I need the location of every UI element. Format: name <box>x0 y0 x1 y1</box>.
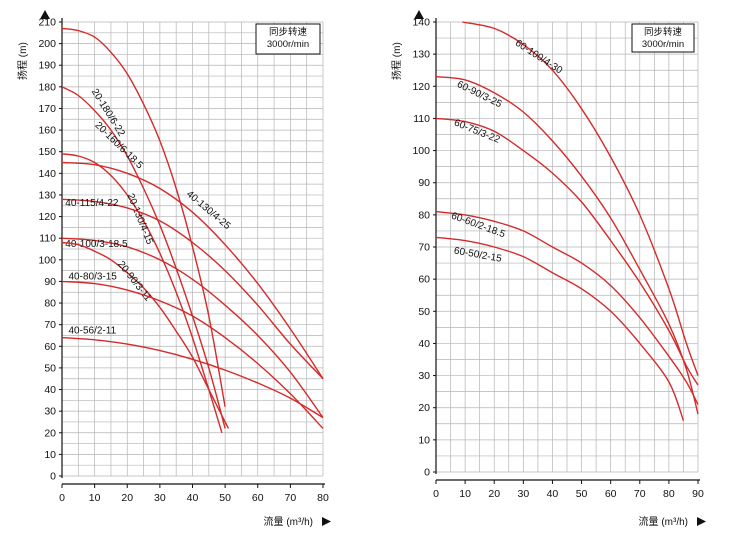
series-line <box>61 153 223 434</box>
y-tick-label: 140 <box>412 17 430 29</box>
y-tick-label: 30 <box>44 406 56 418</box>
legend-line: 同步转速 <box>644 26 683 38</box>
x-tick-label: 70 <box>634 488 646 500</box>
x-axis-title: 流量 (m³/h) <box>264 515 313 528</box>
y-tick-label: 170 <box>38 103 56 115</box>
y-tick-label: 40 <box>418 338 430 350</box>
y-tick-label: 70 <box>418 242 430 254</box>
y-tick-label: 80 <box>418 209 430 221</box>
y-axis-arrow-icon <box>414 10 424 19</box>
series-line <box>435 236 685 421</box>
y-tick-label: 200 <box>38 38 56 50</box>
y-tick-label: 130 <box>38 189 56 201</box>
series-line <box>61 280 324 429</box>
x-tick-label: 0 <box>433 488 439 500</box>
y-tick-label: 110 <box>39 233 56 245</box>
right-chart: 0 10 20 30 40 50 60 70 80 90 100 110 120 130 140 0 10 20 3… <box>390 10 706 528</box>
y-tick-label: 120 <box>38 211 56 223</box>
y-tick-label: 0 <box>50 471 56 483</box>
x-tick-label: 0 <box>59 492 65 504</box>
series-label: 40-56/2-11 <box>69 325 117 336</box>
series-label: 60-50/2-15 <box>453 246 503 265</box>
series-line <box>61 27 226 407</box>
y-tick-label: 140 <box>38 168 56 180</box>
y-tick-label: 40 <box>44 384 56 396</box>
y-tick-label: 210 <box>38 17 56 29</box>
x-axis-arrow-icon <box>322 517 331 526</box>
left-chart: 0102030405060708090100110120130140150160… <box>16 10 331 528</box>
series-line <box>61 241 230 429</box>
y-tick-label: 150 <box>38 146 56 158</box>
y-tick-label: 110 <box>413 113 430 125</box>
x-axis-title: 流量 (m³/h) <box>639 515 688 528</box>
x-tick-label: 80 <box>663 488 675 500</box>
y-tick-label: 70 <box>44 319 56 331</box>
legend-line: 3000r/min <box>642 39 684 50</box>
series-line <box>435 75 699 415</box>
y-tick-label: 90 <box>44 276 56 288</box>
x-tick-label: 40 <box>547 488 559 500</box>
series-line <box>435 117 699 386</box>
series-line <box>61 198 324 380</box>
y-axis-title: 扬程 (m) <box>16 42 29 80</box>
series-label: 60-100/4-30 <box>513 38 565 77</box>
x-tick-label: 50 <box>576 488 588 500</box>
legend-frame <box>631 23 695 53</box>
y-tick-label: 10 <box>418 434 430 446</box>
legend-line: 同步转速 <box>269 26 308 38</box>
y-tick-label: 80 <box>44 298 56 310</box>
x-tick-label: 10 <box>89 492 101 504</box>
x-tick-label: 20 <box>488 488 500 500</box>
x-tick-label: 50 <box>219 492 231 504</box>
y-tick-label: 160 <box>38 125 56 137</box>
x-tick-label: 90 <box>692 488 704 500</box>
legend-line: 3000r/min <box>267 39 309 50</box>
x-tick-label: 60 <box>252 492 264 504</box>
y-tick-label: 100 <box>38 254 56 266</box>
series-line <box>61 86 226 429</box>
x-tick-label: 20 <box>121 492 133 504</box>
y-axis-arrow-icon <box>40 10 50 19</box>
y-tick-label: 60 <box>44 341 56 353</box>
series-line <box>462 21 699 376</box>
y-tick-label: 90 <box>418 177 430 189</box>
y-tick-label: 180 <box>38 81 56 93</box>
x-tick-label: 60 <box>605 488 617 500</box>
y-axis-title: 扬程 (m) <box>390 42 403 80</box>
y-tick-label: 0 <box>424 467 430 479</box>
y-tick-label: 120 <box>412 81 430 93</box>
series-label: 40-80/3-15 <box>69 271 118 282</box>
series-label: 40-115/4-22 <box>65 198 119 209</box>
series-line <box>435 210 699 405</box>
y-tick-label: 190 <box>38 60 56 72</box>
y-tick-label: 130 <box>412 49 430 61</box>
y-tick-label: 20 <box>418 402 430 414</box>
series-line <box>61 336 324 419</box>
x-tick-label: 80 <box>317 492 329 504</box>
y-tick-label: 10 <box>44 449 56 461</box>
grid <box>61 21 324 477</box>
series-label: 40-100/3-18.5 <box>65 239 128 250</box>
x-tick-label: 40 <box>187 492 199 504</box>
y-tick-label: 30 <box>418 370 430 382</box>
x-axis-arrow-icon <box>697 517 706 526</box>
series-line <box>61 237 324 419</box>
legend-frame <box>255 23 321 55</box>
y-tick-label: 60 <box>418 274 430 286</box>
series-line <box>61 161 324 380</box>
y-tick-label: 20 <box>44 427 56 439</box>
x-tick-label: 30 <box>154 492 166 504</box>
x-tick-label: 10 <box>459 488 471 500</box>
y-tick-label: 50 <box>418 306 430 318</box>
x-tick-label: 70 <box>285 492 297 504</box>
x-tick-label: 30 <box>517 488 529 500</box>
y-tick-label: 100 <box>412 145 430 157</box>
y-tick-label: 50 <box>44 362 56 374</box>
